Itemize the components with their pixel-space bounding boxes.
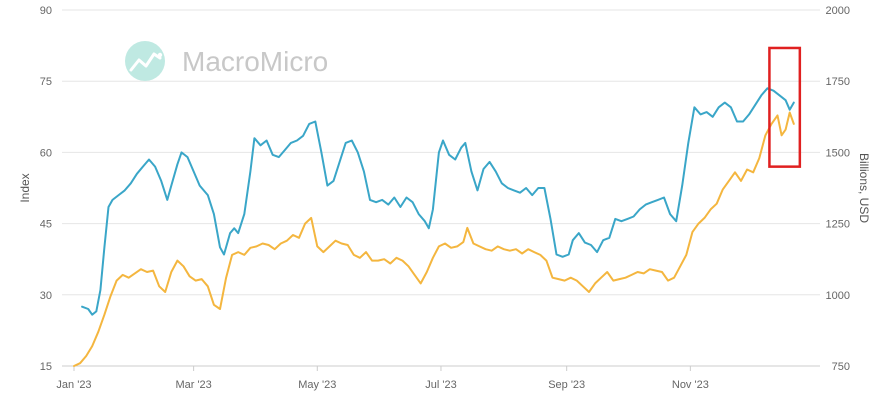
y2-tick-label: 1500 [826,147,850,159]
macromicro-logo-icon [125,41,165,81]
y-tick-label: 60 [40,147,52,159]
series-line-left-axis [81,87,795,316]
x-tick-label: Mar '23 [175,379,211,391]
y2-tick-label: 1250 [826,219,850,231]
right-axis-ticks: 750 1000 1250 1500 1750 2000 [826,5,850,373]
series-line-right-axis [73,111,795,367]
y-axis-title: Index [18,173,32,202]
y2-tick-label: 750 [832,361,850,373]
annotations [768,46,802,168]
y2-tick-label: 2000 [826,5,850,17]
y-tick-label: 45 [40,219,52,231]
y-tick-label: 30 [40,290,52,302]
gridlines [62,9,820,367]
y-tick-label: 15 [40,361,52,373]
x-tick-label: Jan '23 [56,379,91,391]
y-tick-label: 90 [40,5,52,17]
y-tick-label: 75 [40,76,52,88]
y2-axis-title: Billions, USD [857,153,871,223]
highlight-box [768,46,802,168]
left-axis-ticks: 15 30 45 60 75 90 [40,5,52,373]
watermark-text: MacroMicro [182,46,328,77]
x-tick-label: Jul '23 [425,379,456,391]
y2-tick-label: 1750 [826,76,850,88]
series-group [73,87,795,367]
x-tick-label: Sep '23 [548,379,585,391]
watermark: MacroMicro [125,41,328,81]
x-axis-ticks: Jan '23 Mar '23 May '23 Jul '23 Sep '23 Nov '… [56,366,709,391]
x-tick-label: Nov '23 [672,379,709,391]
y2-tick-label: 1000 [826,290,850,302]
x-tick-label: May '23 [298,379,336,391]
